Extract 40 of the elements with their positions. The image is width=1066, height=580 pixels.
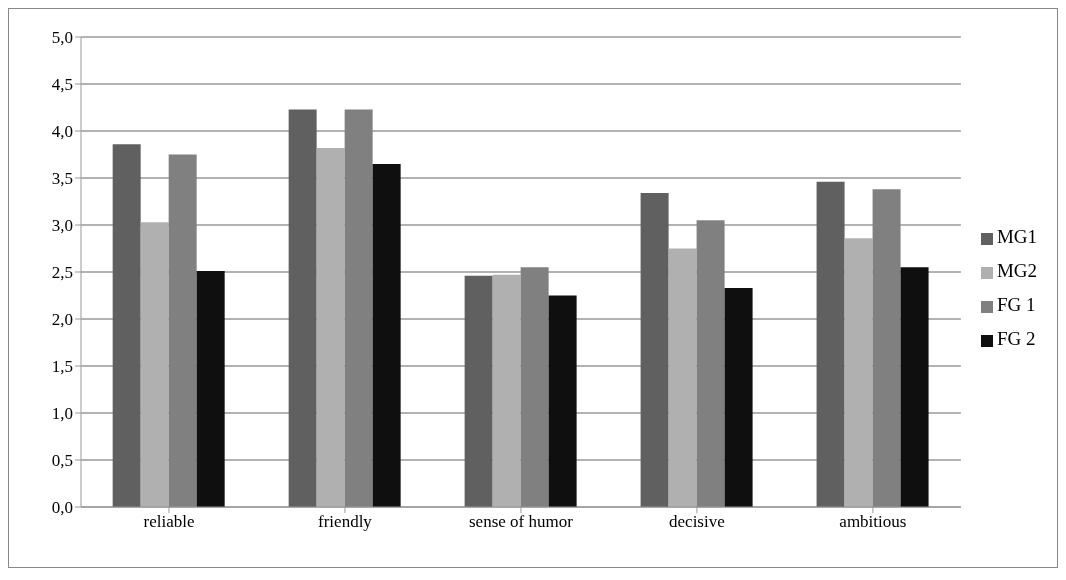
- bar: [668, 248, 697, 507]
- bar: [816, 181, 845, 507]
- x-tick-label: friendly: [318, 512, 373, 532]
- legend-label: MG2: [996, 260, 1037, 281]
- y-tick-label: 2,5: [51, 263, 73, 283]
- bar: [316, 147, 345, 507]
- y-tick-label: 1,0: [51, 404, 73, 424]
- y-tick-label: 3,5: [51, 169, 73, 189]
- x-tick-label: ambitious: [839, 512, 907, 532]
- bar: [168, 154, 197, 507]
- bar: [196, 271, 225, 507]
- bar: [464, 275, 493, 507]
- bar: [288, 109, 317, 507]
- bar: [724, 287, 753, 507]
- bar: [640, 193, 669, 507]
- bar: [112, 144, 141, 507]
- x-tick-label: sense of humor: [469, 512, 574, 532]
- y-tick-label: 4,0: [51, 122, 73, 142]
- y-tick-label: 1,5: [51, 357, 73, 377]
- bar: [372, 163, 401, 507]
- bar: [520, 267, 549, 507]
- y-tick-label: 5,0: [51, 28, 73, 48]
- y-tick-label: 3,0: [51, 216, 73, 236]
- legend-label: FG 2: [996, 328, 1036, 349]
- legend-label: FG 1: [996, 294, 1036, 315]
- bar: [900, 267, 929, 507]
- y-tick-label: 2,0: [51, 310, 73, 330]
- bar: [844, 238, 873, 507]
- bar: [548, 295, 577, 507]
- bar: [344, 109, 373, 507]
- bar: [872, 189, 901, 507]
- y-tick-label: 4,5: [51, 75, 73, 95]
- bar: [140, 222, 169, 507]
- x-tick-label: decisive: [669, 512, 725, 532]
- y-tick-label: 0,0: [51, 498, 73, 518]
- y-tick-label: 0,5: [51, 451, 73, 471]
- x-tick-label: reliable: [143, 512, 195, 532]
- legend-label: MG1: [996, 226, 1037, 247]
- bar: [492, 274, 521, 507]
- bar: [696, 220, 725, 507]
